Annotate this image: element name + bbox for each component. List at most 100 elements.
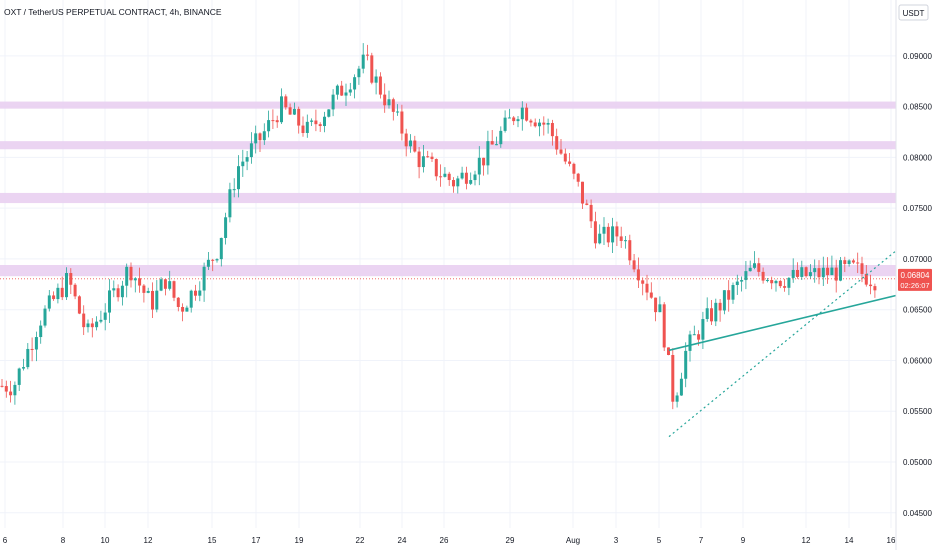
candle-body	[421, 156, 425, 168]
candle-body	[490, 141, 494, 145]
candle-body	[606, 226, 610, 243]
candle-body	[800, 267, 804, 277]
candle-body	[555, 136, 559, 150]
candle-body	[198, 290, 202, 296]
candle-body	[112, 288, 116, 291]
candle-body	[215, 259, 219, 261]
candle-body	[211, 259, 215, 261]
horizontal-zones	[0, 101, 896, 277]
candle-body	[335, 85, 339, 95]
y-tick-label: 0.07000	[903, 255, 932, 264]
candle-body	[133, 278, 137, 281]
candle-body	[245, 157, 249, 162]
time-axis[interactable]: 6 8 10 12 15 17 19 22 24 26 29 Aug 3 5 7 9 12 14 16	[3, 536, 896, 545]
y-tick-label: 0.08500	[903, 103, 932, 112]
candle-body	[873, 286, 877, 291]
candle-body	[43, 308, 47, 326]
candle-body	[125, 266, 129, 286]
candle-body	[632, 260, 636, 270]
candle-body	[400, 111, 404, 134]
candle-body	[314, 120, 318, 125]
y-tick-label: 0.06500	[903, 306, 932, 315]
x-tick-label: 6	[3, 536, 8, 545]
candle-body	[146, 290, 150, 293]
trendline-solid	[668, 294, 897, 352]
x-tick-label: 24	[398, 536, 407, 545]
candle-body	[628, 240, 632, 261]
price-axis[interactable]: 0.04500 0.05000 0.05500 0.06000 0.06500 0.070…	[903, 52, 932, 518]
candle-body	[563, 153, 567, 162]
candle-body	[163, 279, 167, 289]
candle-body	[116, 288, 120, 298]
candle-body	[477, 157, 481, 175]
price-tag: 0.06804 02:26:07	[898, 268, 932, 291]
candle-body	[224, 217, 228, 238]
candle-body	[52, 295, 56, 300]
candle-body	[413, 140, 417, 152]
candle-body	[529, 120, 533, 123]
y-tick-label: 0.09000	[903, 52, 932, 61]
currency-label: USDT	[903, 9, 925, 18]
x-tick-label: 12	[144, 536, 153, 545]
price-tag-value: 0.06804	[901, 271, 930, 280]
candle-body	[151, 290, 154, 310]
candle-body	[443, 173, 447, 177]
candle-body	[585, 203, 589, 205]
candle-body	[839, 260, 842, 281]
candle-body	[611, 226, 615, 243]
candle-body	[469, 180, 473, 184]
y-tick-label: 0.04500	[903, 509, 932, 518]
candle-body	[439, 176, 443, 178]
candle-body	[331, 94, 335, 110]
candle-body	[830, 267, 834, 276]
x-tick-label: 16	[887, 536, 896, 545]
candle-body	[568, 161, 572, 164]
candle-body	[507, 117, 511, 119]
y-tick-label: 0.06000	[903, 356, 932, 365]
candle-body	[512, 117, 516, 122]
candle-body	[559, 149, 563, 154]
zone-band	[0, 101, 896, 109]
candle-body	[447, 173, 451, 181]
candle-body	[430, 156, 434, 160]
candle-body	[460, 172, 464, 179]
candle-body	[284, 96, 288, 108]
candle-body	[22, 367, 25, 369]
candle-body	[593, 221, 597, 244]
candle-body	[550, 122, 554, 137]
x-tick-label: 5	[657, 536, 662, 545]
candle-body	[108, 290, 111, 313]
currency-box[interactable]	[898, 4, 929, 21]
candle-body	[542, 122, 546, 125]
candle-body	[17, 368, 21, 385]
candle-body	[275, 120, 279, 123]
candle-body	[69, 273, 73, 285]
zone-band	[0, 141, 896, 150]
candle-body	[572, 163, 576, 174]
y-tick-label: 0.08000	[903, 153, 932, 162]
candle-body	[103, 312, 107, 320]
candle-body	[619, 236, 623, 241]
x-tick-label: 12	[802, 536, 811, 545]
candle-body	[808, 272, 812, 277]
candle-body	[654, 297, 658, 313]
candle-body	[787, 277, 791, 288]
candle-body	[348, 89, 352, 93]
candle-body	[641, 280, 645, 284]
candle-body	[47, 295, 51, 309]
candle-body	[288, 107, 292, 115]
x-tick-label: 26	[440, 536, 449, 545]
candle-body	[417, 151, 421, 168]
x-tick-label: 10	[101, 536, 110, 545]
x-tick-label: 9	[741, 536, 746, 545]
candle-body	[520, 107, 524, 120]
candle-body	[387, 99, 391, 106]
candle-body	[82, 313, 86, 328]
candle-body	[77, 296, 81, 314]
trendlines	[668, 250, 897, 438]
candle-body	[404, 133, 408, 147]
candle-body	[464, 172, 468, 184]
candle-body	[645, 283, 649, 293]
